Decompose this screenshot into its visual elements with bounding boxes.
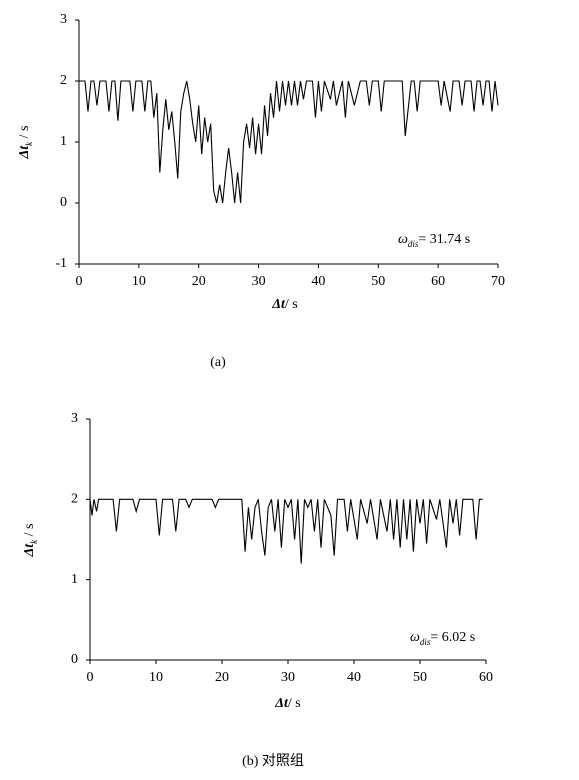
y-tick-label: 1 bbox=[71, 572, 78, 587]
x-tick-label: 20 bbox=[192, 274, 206, 289]
caption: (a) bbox=[210, 355, 226, 370]
x-tick-label: 40 bbox=[347, 670, 361, 685]
caption: (b) 对照组 bbox=[242, 753, 304, 769]
label-part: = 6.02 s bbox=[430, 630, 475, 645]
label-part: / s bbox=[288, 696, 301, 711]
y-axis-label: Δtk / s bbox=[22, 523, 39, 557]
x-tick-label: 60 bbox=[479, 670, 493, 685]
x-tick-label: 50 bbox=[371, 274, 385, 289]
label-part: ω bbox=[398, 232, 408, 247]
y-tick-label: 2 bbox=[60, 73, 67, 88]
x-axis-label: Δt/ s bbox=[271, 297, 298, 312]
y-tick-label: -1 bbox=[55, 256, 67, 271]
label-part: Δt bbox=[17, 145, 32, 160]
label-part: k bbox=[29, 539, 39, 544]
label-part: dis bbox=[408, 239, 419, 249]
x-tick-label: 40 bbox=[311, 274, 325, 289]
x-tick-label: 30 bbox=[252, 274, 266, 289]
label-part: / s bbox=[22, 523, 37, 539]
data-line bbox=[89, 498, 483, 564]
y-tick-label: 3 bbox=[71, 411, 78, 426]
x-axis-label: Δt/ s bbox=[274, 696, 301, 711]
x-tick-label: 10 bbox=[149, 670, 163, 685]
label-part: = 31.74 s bbox=[418, 232, 470, 247]
x-tick-label: 30 bbox=[281, 670, 295, 685]
y-tick-label: 0 bbox=[60, 195, 67, 210]
label-part: Δt bbox=[22, 543, 37, 558]
label-part: dis bbox=[420, 637, 431, 647]
label-part: Δt bbox=[271, 297, 286, 312]
x-tick-label: 20 bbox=[215, 670, 229, 685]
x-tick-label: 0 bbox=[76, 274, 83, 289]
x-tick-label: 0 bbox=[87, 670, 94, 685]
y-axis-label: Δtk / s bbox=[17, 125, 34, 159]
y-tick-label: 3 bbox=[60, 12, 67, 27]
label-part: Δt bbox=[274, 696, 289, 711]
y-tick-label: 0 bbox=[71, 652, 78, 667]
label-part: / s bbox=[285, 297, 298, 312]
y-tick-label: 1 bbox=[60, 134, 67, 149]
x-tick-label: 60 bbox=[431, 274, 445, 289]
x-tick-label: 50 bbox=[413, 670, 427, 685]
x-tick-label: 10 bbox=[132, 274, 146, 289]
label-part: k bbox=[24, 141, 34, 146]
label-part: ω bbox=[410, 630, 420, 645]
y-tick-label: 2 bbox=[71, 492, 78, 507]
data-line bbox=[79, 80, 499, 204]
annotation: ωdis= 31.74 s bbox=[398, 232, 470, 249]
label-part: / s bbox=[17, 125, 32, 141]
x-tick-label: 70 bbox=[491, 274, 505, 289]
annotation: ωdis= 6.02 s bbox=[410, 630, 475, 647]
